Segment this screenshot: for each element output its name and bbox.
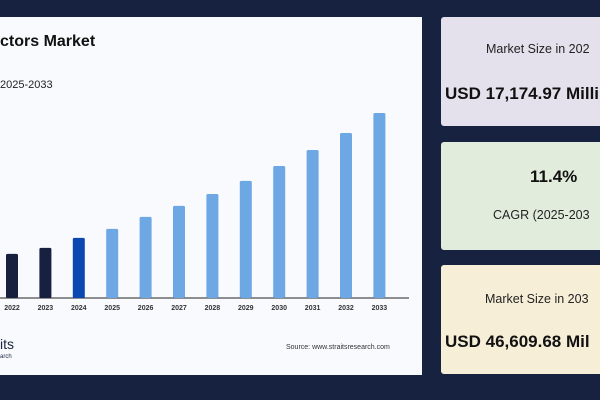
bar-2027 bbox=[173, 205, 185, 298]
source-text: Source: www.straitsresearch.com bbox=[286, 344, 390, 351]
bar-2024 bbox=[72, 237, 85, 298]
card-label: CAGR (2025-203 bbox=[493, 208, 590, 222]
x-tick-label: 2027 bbox=[171, 305, 187, 312]
card-label: Market Size in 202 bbox=[486, 42, 590, 56]
x-tick-label: 2032 bbox=[338, 305, 354, 312]
x-tick-label: 2024 bbox=[71, 305, 87, 312]
bar-2033 bbox=[373, 113, 386, 298]
chart-title: ctors Market bbox=[0, 33, 96, 50]
bar-chart: 2022 2023 2024 2025 2026 2027 2028 2029 2030 2031… bbox=[0, 113, 409, 312]
market-size-2033-card: Market Size in 203 USD 46,609.68 Mil bbox=[441, 265, 600, 374]
x-tick-label: 2030 bbox=[271, 305, 287, 312]
bar-2026 bbox=[139, 216, 152, 298]
bar-2025 bbox=[106, 228, 119, 298]
x-tick-label: 2028 bbox=[205, 305, 221, 312]
bar-2028 bbox=[206, 193, 219, 298]
bar-2022 bbox=[6, 253, 18, 298]
bar-2030 bbox=[273, 165, 286, 298]
x-tick-label: 2033 bbox=[372, 305, 388, 312]
card-label: Market Size in 203 bbox=[485, 292, 589, 306]
market-size-2024-card: Market Size in 202 USD 17,174.97 Milli bbox=[441, 17, 600, 126]
cagr-card: 11.4% CAGR (2025-203 bbox=[441, 142, 600, 250]
chart-subtitle: 2025-2033 bbox=[0, 79, 53, 91]
card-value: 11.4% bbox=[530, 167, 578, 186]
card-value: USD 17,174.97 Milli bbox=[445, 84, 600, 103]
x-tick-label: 2031 bbox=[305, 305, 321, 312]
x-tick-label: 2025 bbox=[104, 305, 120, 312]
card-value: USD 46,609.68 Mil bbox=[445, 332, 590, 351]
straits-logo: its arch bbox=[0, 336, 14, 361]
bar-2031 bbox=[306, 149, 319, 298]
bar-2023 bbox=[39, 247, 52, 298]
bar-2029 bbox=[239, 180, 252, 298]
logo-subtext: arch bbox=[0, 354, 12, 361]
logo-text: its bbox=[0, 336, 14, 352]
x-tick-label: 2023 bbox=[38, 305, 54, 312]
x-tick-label: 2022 bbox=[4, 305, 20, 312]
x-tick-label: 2026 bbox=[138, 305, 154, 312]
x-tick-label: 2029 bbox=[238, 305, 254, 312]
bar-2032 bbox=[340, 132, 352, 298]
